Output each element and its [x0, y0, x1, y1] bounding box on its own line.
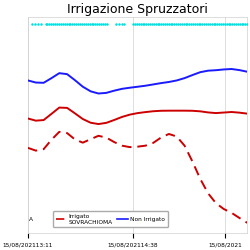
Legend: Irrigato
SOVRACHIOMA, Non Irrigato: Irrigato SOVRACHIOMA, Non Irrigato	[53, 211, 168, 228]
Text: A: A	[29, 217, 33, 222]
Title: Irrigazione Spruzzatori: Irrigazione Spruzzatori	[67, 3, 208, 16]
